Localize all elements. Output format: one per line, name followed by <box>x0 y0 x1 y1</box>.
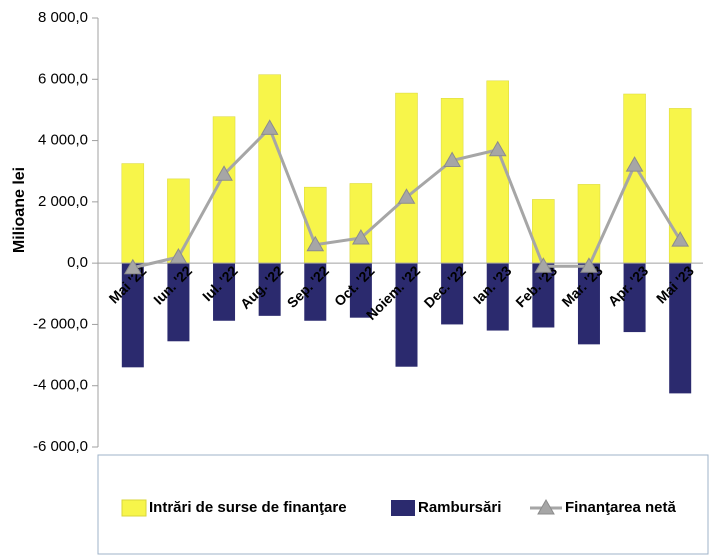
marker <box>169 248 188 264</box>
bar <box>349 263 372 318</box>
legend-swatch <box>537 498 555 515</box>
bar <box>258 74 281 264</box>
marker <box>123 258 142 275</box>
bar <box>213 263 236 321</box>
bar <box>121 263 144 368</box>
legend-swatch <box>121 499 147 517</box>
legend-label: Rambursări <box>418 499 501 516</box>
marker <box>443 151 461 167</box>
bar <box>623 263 646 333</box>
bar <box>577 263 600 345</box>
marker <box>671 231 690 247</box>
marker <box>534 257 553 273</box>
y-axis-label: Milioane lei <box>11 167 28 253</box>
y-tick-label: 8 000,0 <box>38 9 88 26</box>
bar <box>395 92 418 264</box>
bar <box>441 263 464 325</box>
marker <box>215 165 233 181</box>
bar <box>486 263 509 331</box>
marker <box>306 235 325 252</box>
y-tick-label: -6 000,0 <box>33 438 88 455</box>
marker <box>352 229 370 245</box>
bar <box>669 263 692 394</box>
marker <box>397 188 416 204</box>
y-tick-label: 0,0 <box>67 254 88 271</box>
marker <box>488 140 507 157</box>
y-tick-label: -4 000,0 <box>33 377 88 394</box>
marker <box>260 119 279 135</box>
marker <box>625 156 644 172</box>
y-tick-label: 2 000,0 <box>38 193 88 210</box>
legend-swatch <box>391 500 415 516</box>
bar <box>440 98 464 264</box>
y-tick-label: 4 000,0 <box>38 132 88 149</box>
bar <box>349 183 373 264</box>
bar <box>395 263 418 367</box>
bar <box>304 263 327 321</box>
y-tick-label: 6 000,0 <box>38 70 88 87</box>
bar <box>258 263 281 316</box>
bar <box>532 199 555 264</box>
legend-label: Intrări de surse de finanţare <box>149 499 347 516</box>
marker <box>580 257 598 273</box>
bar <box>121 163 145 264</box>
legend-label: Finanţarea netă <box>565 499 677 516</box>
y-tick-label: -2 000,0 <box>33 315 88 332</box>
bar <box>532 263 555 328</box>
bar <box>167 263 190 342</box>
